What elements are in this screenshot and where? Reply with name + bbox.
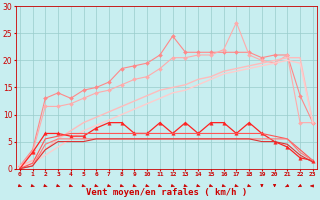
X-axis label: Vent moyen/en rafales ( km/h ): Vent moyen/en rafales ( km/h ) (86, 188, 247, 197)
